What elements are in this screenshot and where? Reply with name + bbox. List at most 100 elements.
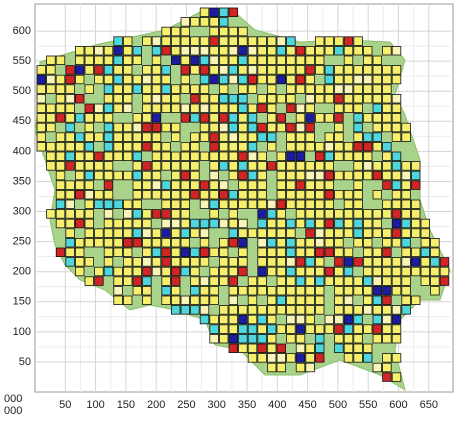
- cell: [228, 161, 239, 171]
- cell: [190, 305, 200, 315]
- cell: [401, 276, 411, 286]
- cell: [170, 170, 181, 181]
- cell: [286, 237, 296, 248]
- cell: [372, 65, 383, 75]
- cell: [132, 170, 143, 181]
- cell: [190, 266, 200, 277]
- cell: [94, 237, 104, 248]
- cell: [391, 94, 402, 104]
- cell: [314, 151, 325, 162]
- x-tick-label: 400: [268, 399, 286, 411]
- cell: [75, 113, 85, 123]
- cell: [228, 122, 239, 133]
- cell: [170, 180, 181, 190]
- cell: [94, 161, 104, 171]
- cell: [132, 209, 143, 219]
- cell: [209, 170, 219, 181]
- cell: [228, 266, 239, 277]
- cell: [151, 266, 162, 277]
- cell: [142, 266, 152, 277]
- x-tick-label: 350: [238, 399, 256, 411]
- cell: [103, 257, 114, 267]
- cell: [180, 55, 191, 66]
- cell: [199, 36, 210, 46]
- cell: [314, 295, 325, 306]
- cell: [410, 228, 421, 238]
- cell: [209, 141, 219, 152]
- cell: [286, 170, 296, 181]
- y-tick-label: 600: [13, 25, 31, 37]
- cell: [209, 314, 219, 325]
- cell: [382, 228, 392, 238]
- cell: [266, 257, 277, 267]
- cell: [266, 161, 277, 171]
- cell: [238, 141, 248, 152]
- cell: [295, 285, 306, 296]
- cell: [142, 189, 152, 200]
- cell: [372, 362, 383, 373]
- cell: [170, 55, 181, 66]
- corner-label: 000: [4, 393, 22, 405]
- cell: [410, 218, 421, 229]
- cell: [334, 141, 344, 152]
- cell: [247, 353, 258, 363]
- cell: [266, 362, 277, 373]
- cell: [286, 333, 296, 344]
- cell: [391, 257, 402, 267]
- cell: [391, 276, 402, 286]
- cell: [199, 237, 210, 248]
- cell: [247, 180, 258, 190]
- cell: [247, 314, 258, 325]
- cell: [314, 343, 325, 354]
- cell: [266, 199, 277, 210]
- cell: [199, 84, 210, 94]
- cell: [199, 276, 210, 286]
- cell: [391, 180, 402, 190]
- cell: [142, 170, 152, 181]
- cell: [218, 84, 229, 94]
- cell: [218, 122, 229, 133]
- cell: [314, 189, 325, 200]
- cell: [324, 113, 335, 123]
- cell: [199, 94, 210, 104]
- cell: [113, 122, 123, 133]
- cell: [94, 46, 104, 56]
- cell: [286, 218, 296, 229]
- cell: [151, 103, 162, 114]
- cell: [218, 103, 229, 114]
- cell: [209, 218, 219, 229]
- cell: [228, 199, 239, 210]
- cell: [295, 132, 306, 142]
- cell: [75, 189, 85, 200]
- cell: [94, 55, 104, 66]
- cell: [305, 189, 315, 200]
- cell: [343, 266, 354, 277]
- cell: [151, 189, 162, 200]
- cell: [343, 218, 354, 229]
- y-tick-label: 550: [13, 55, 31, 67]
- cell: [247, 113, 258, 123]
- cell: [286, 266, 296, 277]
- cell: [170, 122, 181, 133]
- cell: [123, 170, 133, 181]
- cell: [324, 141, 335, 152]
- cell: [228, 285, 239, 296]
- cell: [295, 170, 306, 181]
- cell: [257, 55, 267, 66]
- cell: [161, 266, 171, 277]
- cell: [334, 257, 344, 267]
- cell: [180, 218, 191, 229]
- cell: [55, 103, 66, 114]
- cell: [305, 209, 315, 219]
- cell: [161, 276, 171, 286]
- cell: [190, 151, 200, 162]
- cell: [238, 170, 248, 181]
- cell: [84, 189, 95, 200]
- cell: [420, 276, 431, 286]
- cell: [142, 295, 152, 306]
- cell: [295, 218, 306, 229]
- cell: [247, 132, 258, 142]
- cell: [209, 7, 219, 18]
- cell: [305, 305, 315, 315]
- cell: [276, 257, 287, 267]
